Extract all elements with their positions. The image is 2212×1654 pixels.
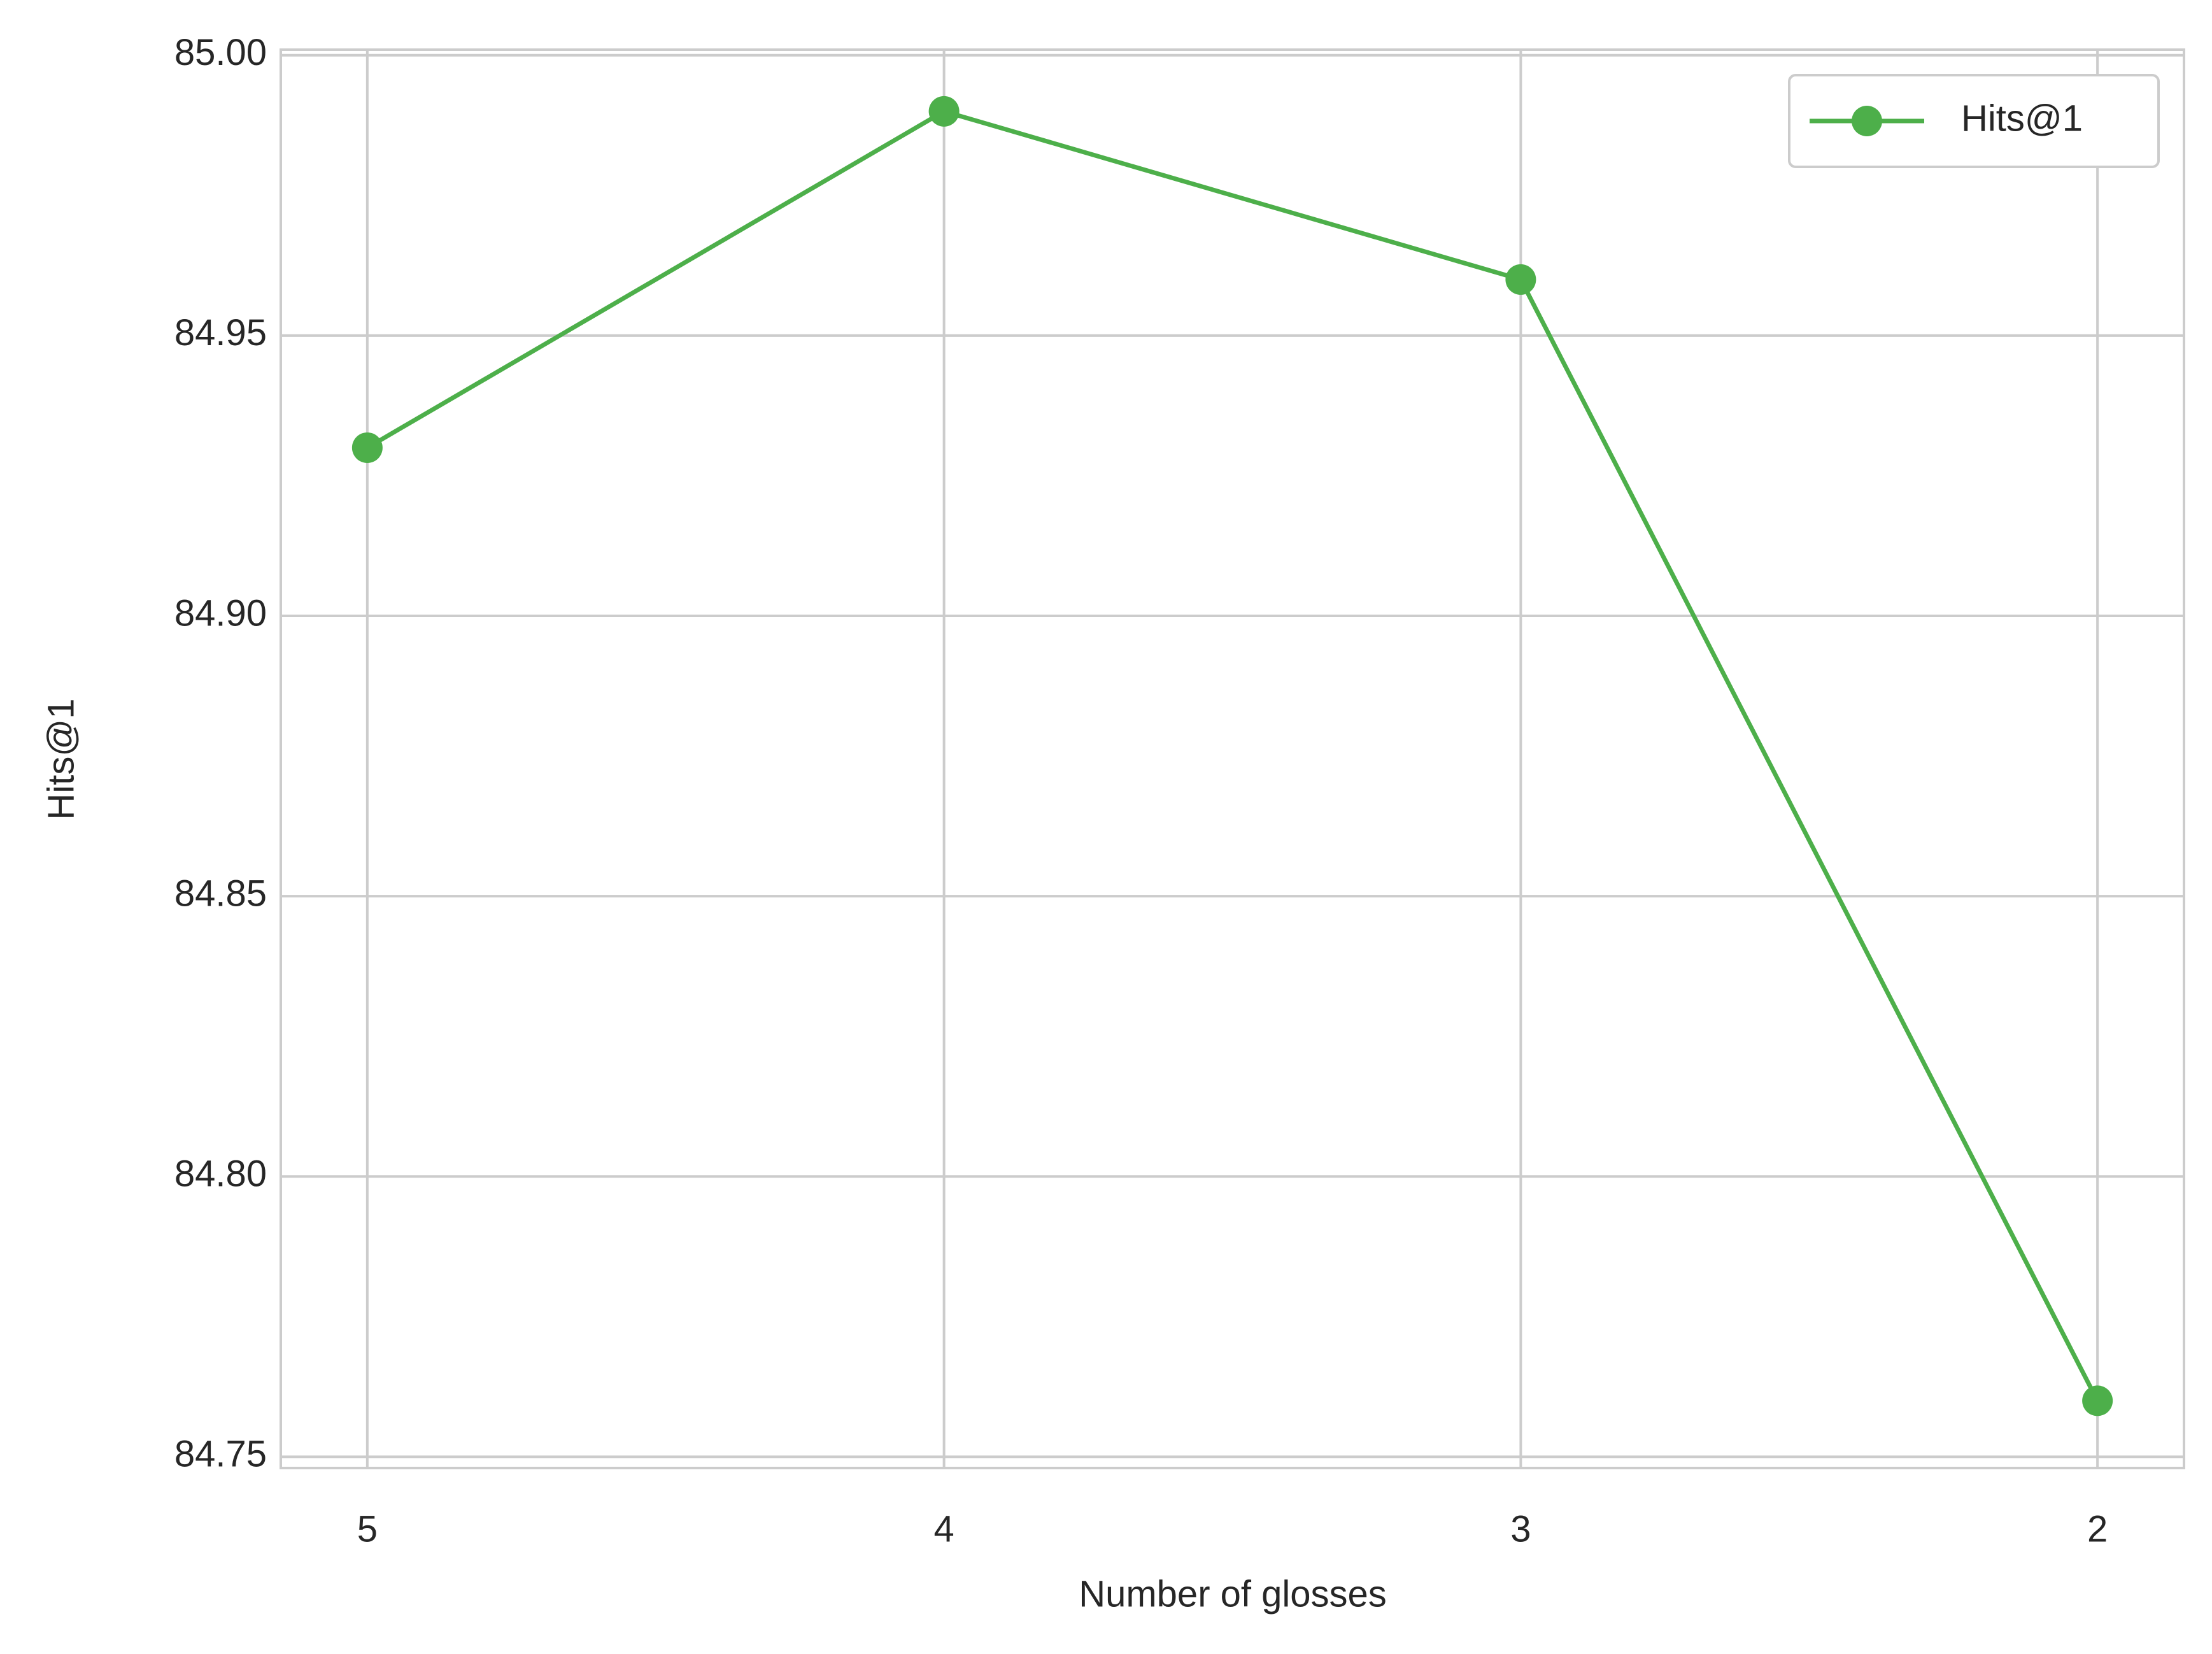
data-point [351, 432, 383, 463]
y-tick-label: 85.00 [174, 32, 267, 73]
y-tick-label: 84.80 [174, 1153, 267, 1195]
y-axis-label: Hits@1 [40, 698, 82, 820]
y-tick-label: 84.85 [174, 873, 267, 914]
x-axis-label: Number of glosses [1079, 1573, 1387, 1615]
x-tick-label: 2 [2087, 1508, 2108, 1550]
data-point [2082, 1385, 2113, 1416]
legend: Hits@1 [1788, 74, 2160, 168]
y-tick-label: 84.75 [174, 1434, 267, 1475]
x-tick-label: 3 [1510, 1508, 1531, 1550]
data-point [928, 96, 960, 127]
data-point [1505, 264, 1536, 295]
data-line [366, 109, 2100, 1402]
legend-marker [1852, 106, 1882, 136]
y-tick-label: 84.95 [174, 312, 267, 353]
plot-area [280, 48, 2185, 1469]
y-tick-label: 84.90 [174, 592, 267, 634]
legend-label: Hits@1 [1961, 97, 2083, 139]
x-tick-label: 4 [933, 1508, 954, 1550]
legend-box [1788, 74, 2160, 168]
x-tick-label: 5 [357, 1508, 378, 1550]
